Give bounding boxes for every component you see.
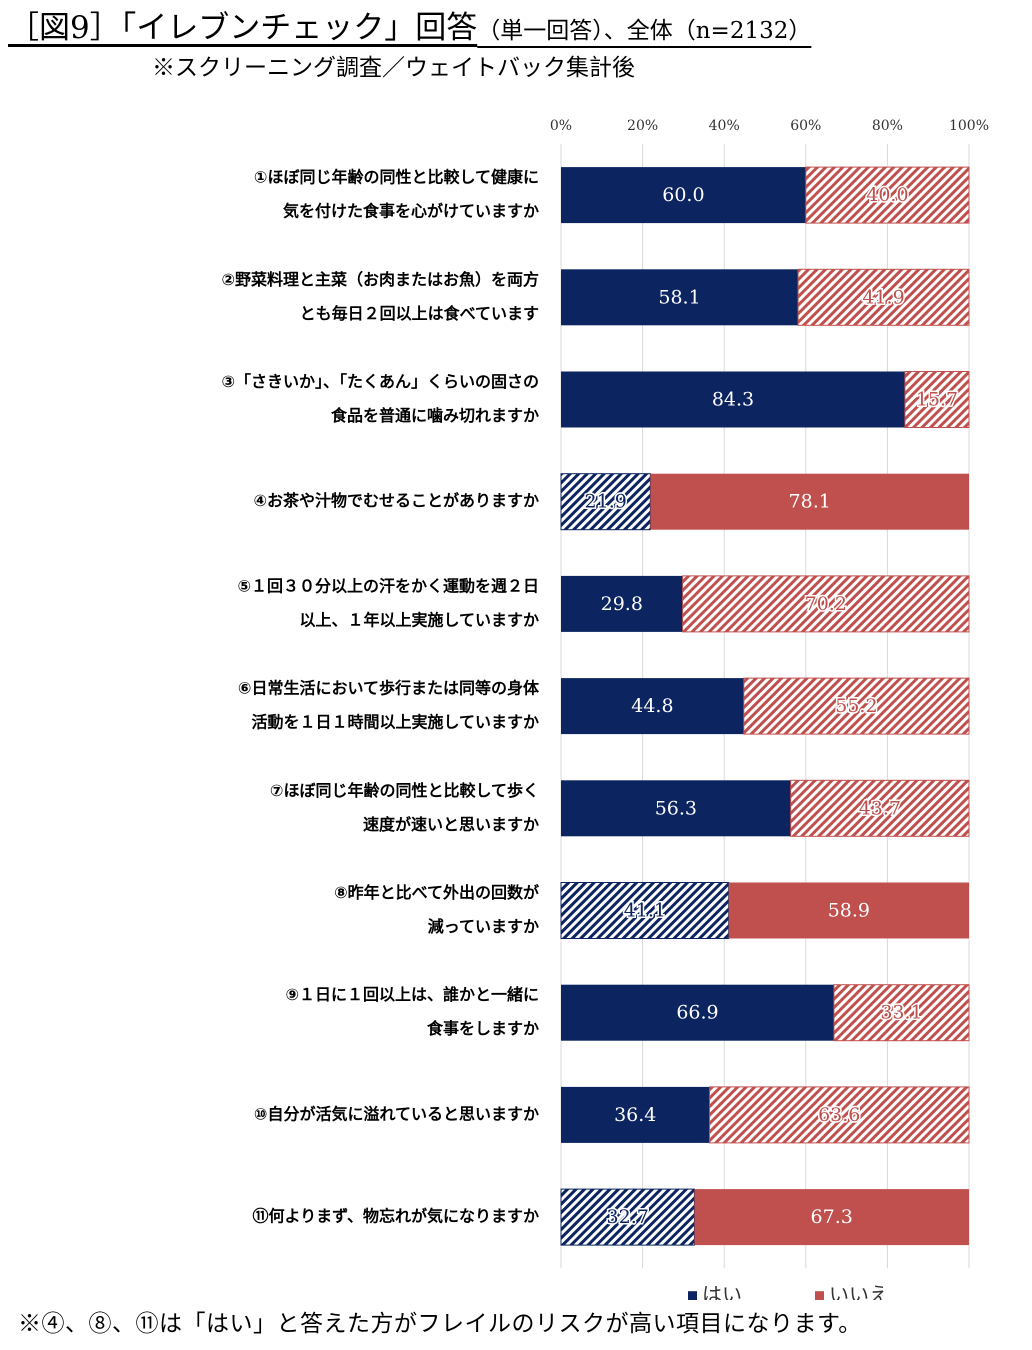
x-tick-label: 80%: [872, 118, 903, 134]
category-label: ⑤１回３０分以上の汗をかく運動を週２日: [237, 576, 539, 595]
bar-segment-no: [650, 473, 969, 530]
data-label: 84.3: [712, 389, 754, 411]
category-label: ⑦ほぼ同じ年齢の同性と比較して歩く: [270, 781, 539, 800]
x-tick-label: 60%: [790, 118, 821, 134]
bar-segment-yes: [560, 882, 730, 939]
category-label: ⑩自分が活気に溢れていると思いますか: [254, 1104, 539, 1123]
data-label: 58.1: [658, 286, 700, 308]
data-label: 40.0: [866, 184, 908, 206]
bar-segment-yes: [561, 575, 683, 632]
legend-label: はい: [702, 1283, 742, 1300]
category-label: 減っていますか: [428, 917, 539, 936]
data-label: 43.7: [859, 797, 901, 819]
category-label: ④お茶や汁物でむせることがありますか: [253, 491, 539, 510]
bar-segment-no: [694, 1189, 969, 1246]
data-label: 70.2: [805, 593, 847, 615]
bar-segment-no: [743, 677, 970, 735]
legend-label: いいえ: [829, 1283, 889, 1300]
data-label: 36.4: [614, 1104, 656, 1126]
x-tick-label: 0%: [550, 118, 572, 134]
bar-segment-no: [709, 1086, 970, 1144]
data-label: 56.3: [655, 797, 697, 819]
chart-title-tail: （単一回答）、全体（n=2132）: [477, 18, 812, 44]
category-label: ⑥日常生活において歩行または同等の身体: [238, 679, 540, 698]
data-label: 41.9: [862, 286, 904, 308]
bar-segment-yes: [561, 167, 806, 224]
x-tick-label: 100%: [949, 118, 989, 134]
data-label: 60.0: [662, 184, 704, 206]
data-label: 63.6: [818, 1104, 860, 1126]
bar-segment-yes: [560, 1188, 695, 1246]
chart-subtitle: ※スクリーニング調査／ウェイトバック集計後: [152, 55, 635, 81]
data-label: 32.7: [607, 1206, 649, 1228]
category-label: 活動を１日１時間以上実施していますか: [251, 713, 539, 732]
bar-segment-yes: [561, 780, 791, 837]
x-tick-label: 40%: [709, 118, 740, 134]
x-tick-label: 20%: [627, 118, 658, 134]
bar-segment-yes: [561, 1086, 710, 1143]
data-label: 67.3: [811, 1206, 853, 1228]
footnote: ※④、⑧、⑪は「はい」と答えた方がフレイルのリスクが高い項目になります。: [18, 1311, 862, 1337]
chart-title: ［図9］「イレブンチェック」回答: [8, 10, 478, 46]
bar-segment-yes: [560, 473, 651, 531]
data-label: 55.2: [835, 695, 877, 717]
category-label: ①ほぼ同じ年齢の同性と比較して健康に: [254, 168, 539, 187]
category-label: ⑨１日に１回以上は、誰かと一緒に: [285, 985, 539, 1004]
data-label: 15.7: [916, 389, 958, 411]
category-label: ③「さきいか」、「たくあん」くらいの固さの: [221, 372, 539, 391]
bar-segment-yes: [561, 984, 834, 1041]
bar-segment-yes: [561, 678, 744, 735]
category-label: 以上、１年以上実施していますか: [299, 610, 539, 629]
category-label: ②野菜料理と主菜（お肉またはお魚）を両方: [221, 270, 539, 289]
data-label: 58.9: [828, 900, 870, 922]
bar-segment-no: [682, 575, 970, 633]
data-label: 33.1: [880, 1002, 922, 1024]
chart-title-row: ［図9］「イレブンチェック」回答（単一回答）、全体（n=2132）: [8, 8, 1018, 48]
bar-segment-yes: [561, 269, 799, 326]
stacked-bar-chart: 0% 20% 40% 60% 80% 100% ①ほぼ同じ年齢の同性と比較して健康に気を付…: [221, 118, 989, 1300]
category-label: 食品を普通に噛み切れますか: [330, 406, 539, 425]
bar-segment-no: [805, 166, 970, 224]
data-label: 21.9: [585, 491, 627, 513]
bar-segment-yes: [561, 371, 905, 428]
data-label: 78.1: [789, 491, 831, 513]
category-label: 気を付けた食事を心がけていますか: [283, 202, 539, 221]
data-label: 66.9: [676, 1002, 718, 1024]
data-label: 29.8: [601, 593, 643, 615]
bar-segment-no: [790, 779, 970, 837]
legend-swatch: [688, 1291, 697, 1300]
category-label: 食事をしますか: [426, 1019, 539, 1038]
category-label: ⑧昨年と比べて外出の回数が: [334, 883, 539, 902]
bar-segment-no: [833, 984, 970, 1042]
data-label: 44.8: [631, 695, 673, 717]
category-label: 速度が速いと思いますか: [363, 815, 539, 834]
category-label: とも毎日２回以上は食べています: [300, 304, 539, 323]
data-label: 41.1: [624, 900, 666, 922]
category-label: ⑪何よりまず、物忘れが気になりますか: [252, 1207, 539, 1226]
bar-segment-no: [904, 371, 970, 428]
legend-swatch: [815, 1291, 824, 1300]
bar-segment-no: [728, 882, 969, 939]
bar-segment-no: [797, 268, 970, 326]
